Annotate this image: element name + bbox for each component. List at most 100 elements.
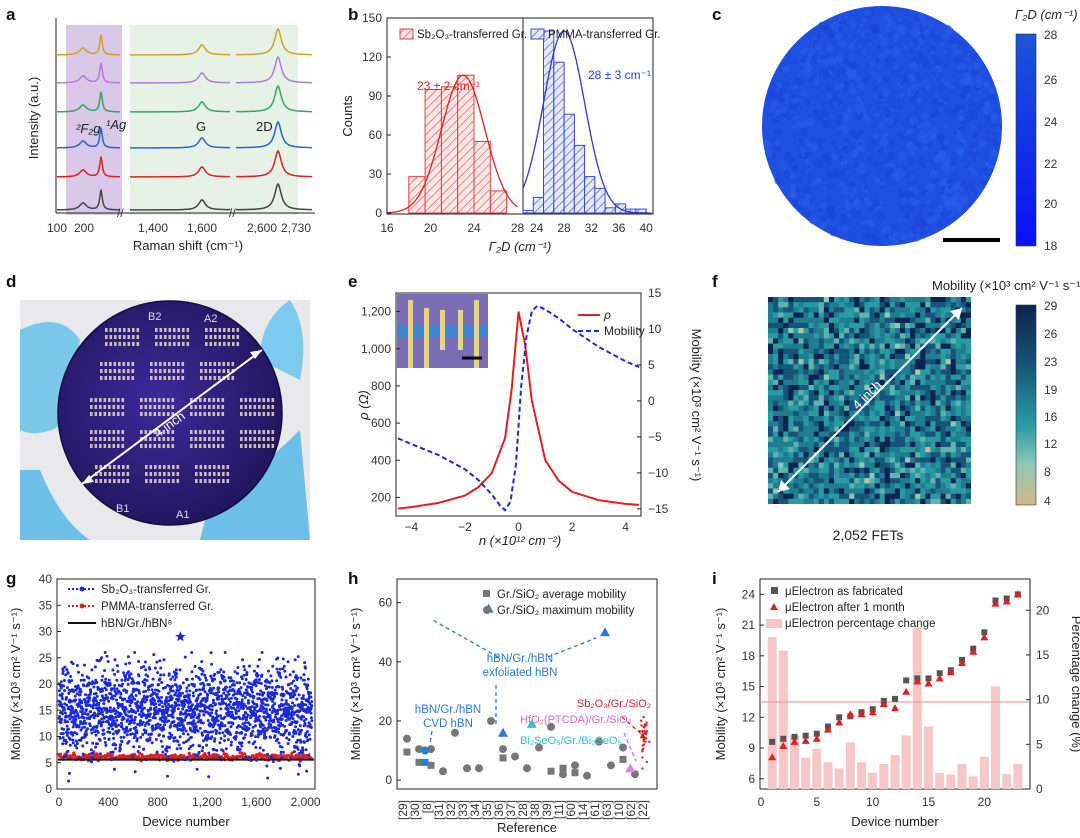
wafer-map-speckle — [848, 61, 857, 69]
mobility-map-cell — [879, 441, 886, 448]
sb2o3-data-point — [136, 709, 140, 713]
mobility-map-cell — [849, 343, 855, 350]
sb2o3-data-point — [210, 662, 214, 666]
sb2o3-data-point — [178, 735, 182, 739]
b-annot-sb: 23 ± 2 cm⁻¹ — [417, 79, 480, 93]
mobility-map-cell — [823, 447, 830, 453]
mobility-map-cell — [839, 390, 845, 396]
mobility-map-cell — [793, 410, 799, 417]
mobility-map-cell — [793, 384, 799, 391]
b-y-tick-label: 120 — [362, 50, 382, 64]
device-pad — [117, 479, 121, 483]
device-pad — [209, 376, 212, 380]
mobility-map-cell — [899, 312, 906, 318]
mobility-map-cell — [894, 338, 901, 344]
mobility-map-cell — [945, 364, 952, 370]
c-colorbar-tick: 20 — [1044, 197, 1058, 211]
f-caption: 2,052 FETs — [833, 527, 904, 543]
device-pad — [117, 465, 121, 469]
wafer-map-speckle — [955, 147, 965, 156]
sb2o3-data-point — [71, 741, 75, 745]
sb2o3-data-point — [153, 716, 157, 720]
mobility-map-cell — [808, 441, 814, 448]
mobility-map-cell — [930, 359, 936, 365]
sb2o3-data-point — [67, 771, 71, 775]
wafer-map-speckle — [901, 172, 906, 177]
mobility-map-cell — [839, 374, 845, 381]
sb2o3-data-point — [135, 739, 139, 743]
wafer-map-speckle — [882, 219, 887, 224]
sb2o3-data-point — [158, 723, 162, 727]
mobility-map-cell — [828, 498, 835, 504]
device-pad — [244, 437, 248, 441]
mobility-map-cell — [849, 369, 855, 375]
sb2o3-data-point — [199, 692, 202, 696]
mobility-map-cell — [823, 390, 830, 396]
mobility-map-cell — [910, 421, 916, 427]
sb2o3-data-point — [202, 683, 206, 687]
device-pad — [222, 472, 225, 476]
mobility-map-cell — [813, 472, 820, 479]
mobility-map-cell — [818, 467, 825, 474]
device-pad — [104, 362, 108, 366]
device-pad — [244, 444, 248, 448]
device-pad — [212, 437, 216, 441]
sb2o3-data-point — [198, 688, 202, 692]
mobility-map-cell — [915, 483, 921, 489]
mobility-map-cell — [813, 416, 820, 422]
mobility-map-cell — [793, 421, 799, 427]
sb2o3-data-point — [227, 703, 231, 707]
wafer-map-speckle — [893, 64, 899, 70]
sb2o3-data-point — [82, 716, 86, 720]
device-pad — [164, 335, 167, 339]
mobility-map-cell — [945, 405, 952, 412]
sb2o3-data-point — [134, 711, 138, 715]
mobility-map-cell — [869, 400, 875, 406]
mobility-map-cell — [889, 493, 896, 500]
device-pad — [117, 412, 120, 416]
sb2o3-data-point — [85, 733, 89, 737]
mobility-map-cell — [879, 472, 886, 479]
mobility-map-cell — [849, 436, 855, 443]
mobility-map-cell — [905, 493, 911, 500]
mobility-map-cell — [768, 328, 774, 334]
mobility-map-cell — [854, 317, 860, 324]
d-diameter-arrow — [81, 349, 263, 485]
mobility-map-cell — [879, 483, 886, 489]
device-pad — [94, 412, 98, 416]
mobility-map-cell — [773, 405, 779, 412]
mobility-map-cell — [945, 436, 952, 443]
wafer-map-speckle — [771, 117, 776, 122]
e-y-label-right: Mobility (×10³ cm² V⁻¹ s⁻¹) — [689, 329, 704, 482]
mobility-map-cell — [864, 384, 870, 391]
mobility-map-cell — [859, 431, 865, 438]
mobility-map-cell — [788, 374, 794, 381]
device-pad — [223, 342, 226, 346]
sb2o3-data-point — [195, 688, 199, 692]
sb2o3-data-point — [107, 678, 111, 682]
wafer-map-speckle — [905, 134, 914, 142]
wafer-map-speckle — [946, 158, 952, 164]
mobility-map-cell — [788, 348, 794, 355]
mobility-map-cell — [854, 405, 860, 412]
wafer-map-speckle — [764, 149, 773, 158]
sb2o3-data-point — [68, 743, 72, 747]
mobility-map-cell — [920, 467, 926, 474]
sb2o3-data-point — [89, 688, 93, 692]
sb2o3-data-point — [128, 676, 132, 680]
wafer-map-speckle — [787, 155, 796, 164]
wafer-map-speckle — [891, 163, 897, 168]
mobility-map-cell — [864, 416, 870, 422]
sb2o3-data-point — [243, 721, 247, 725]
sb2o3-data-point — [229, 733, 232, 736]
sb2o3-data-point — [193, 713, 197, 717]
mobility-map-cell — [803, 467, 809, 474]
device-pad — [112, 444, 116, 448]
wafer-map-speckle — [936, 134, 942, 141]
mobility-map-cell — [905, 472, 911, 479]
device-pad — [217, 444, 220, 448]
mobility-map-cell — [839, 379, 845, 386]
mobility-map-cell — [935, 467, 941, 474]
mobility-map-cell — [945, 384, 952, 391]
mobility-map-cell — [950, 338, 957, 344]
